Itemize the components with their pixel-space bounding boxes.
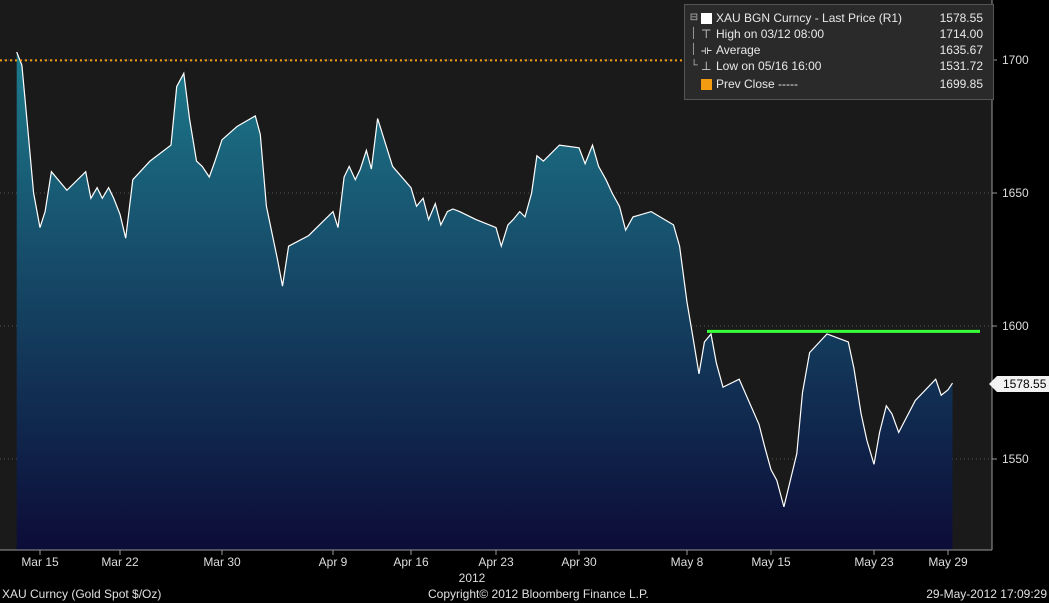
high-marker-icon: ⊤ xyxy=(701,27,712,41)
price-area xyxy=(16,52,953,550)
white-square-icon xyxy=(701,13,712,24)
orange-square-icon xyxy=(701,79,712,90)
tag-pointer-icon xyxy=(989,376,997,392)
x-tick-label: Apr 30 xyxy=(561,555,597,569)
legend-label: XAU BGN Curncy - Last Price (R1) xyxy=(716,11,903,25)
y-tick-label: 1700 xyxy=(1002,53,1029,67)
y-tick-label: 1550 xyxy=(1002,452,1029,466)
y-tick-label: 1600 xyxy=(1002,319,1029,333)
low-marker-icon: ⊥ xyxy=(701,59,712,73)
footer-bar: XAU Curncy (Gold Spot $/Oz) Copyright© 2… xyxy=(0,585,1049,603)
footer-timestamp: 29-May-2012 17:09:29 xyxy=(926,587,1047,601)
tree-line-icon: └ xyxy=(690,60,698,71)
x-axis-year-label: 2012 xyxy=(459,571,486,585)
y-tick-label: 1650 xyxy=(1002,186,1029,200)
x-tick-label: May 8 xyxy=(671,555,704,569)
legend-value: 1699.85 xyxy=(939,77,983,91)
legend-label: High on 03/12 08:00 xyxy=(716,27,825,41)
tree-line-icon: │ xyxy=(690,44,698,55)
x-tick-label: Apr 9 xyxy=(319,555,348,569)
last-price-value: 1578.55 xyxy=(1003,377,1047,391)
x-tick-label: May 15 xyxy=(751,555,791,569)
average-marker-icon: ⟛ xyxy=(701,43,712,57)
legend-row-high: │ ⊤ High on 03/12 08:00 1714.00 xyxy=(685,27,993,43)
price-line xyxy=(16,51,953,508)
x-tick-label: Apr 23 xyxy=(478,555,514,569)
legend-row-low: └ ⊥ Low on 05/16 16:00 1531.72 xyxy=(685,59,993,75)
x-tick-label: May 23 xyxy=(854,555,894,569)
legend-value: 1635.67 xyxy=(939,43,983,57)
footer-security: XAU Curncy (Gold Spot $/Oz) xyxy=(2,587,162,601)
x-tick-label: Mar 22 xyxy=(101,555,139,569)
legend-value: 1531.72 xyxy=(939,59,983,73)
x-tick-label: Apr 16 xyxy=(393,555,429,569)
x-tick-label: Mar 30 xyxy=(203,555,241,569)
legend-row-average: │ ⟛ Average 1635.67 xyxy=(685,43,993,59)
x-tick-label: Mar 15 xyxy=(21,555,59,569)
legend-label: Prev Close ----- xyxy=(716,77,799,91)
legend-label: Low on 05/16 16:00 xyxy=(716,59,822,73)
x-tick-label: May 29 xyxy=(928,555,968,569)
footer-copyright: Copyright© 2012 Bloomberg Finance L.P. xyxy=(428,587,649,601)
legend-label: Average xyxy=(716,43,761,57)
tree-line-icon: │ xyxy=(690,28,698,39)
legend-row-prev-close: Prev Close ----- 1699.85 xyxy=(685,77,993,93)
legend-value: 1714.00 xyxy=(939,27,983,41)
last-price-tag: 1578.55 xyxy=(989,376,1049,392)
chart-legend: ⊟ XAU BGN Curncy - Last Price (R1) 1578.… xyxy=(684,4,994,100)
legend-row-last-price: ⊟ XAU BGN Curncy - Last Price (R1) 1578.… xyxy=(685,11,993,27)
collapse-icon[interactable]: ⊟ xyxy=(689,12,699,23)
legend-value: 1578.55 xyxy=(939,11,983,25)
